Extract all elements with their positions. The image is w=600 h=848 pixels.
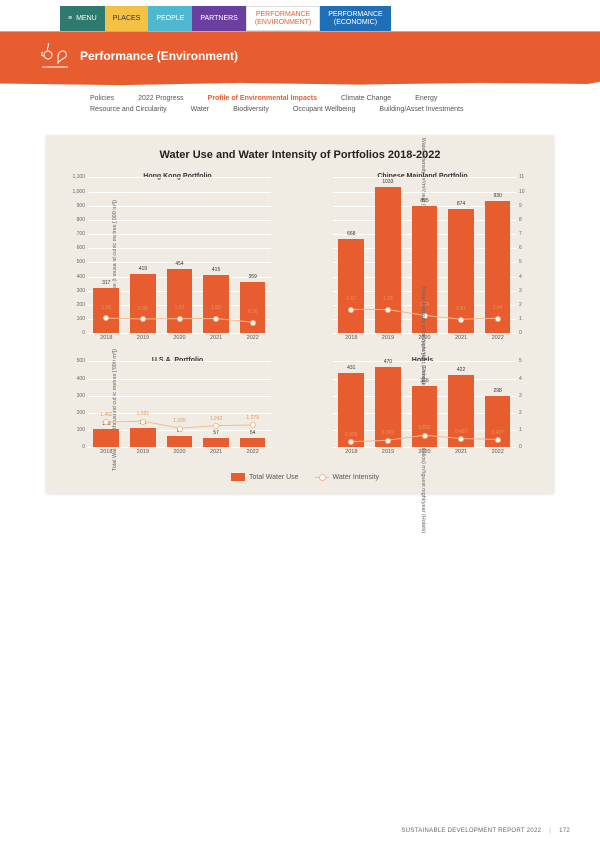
people-tab[interactable]: PEOPLE: [148, 6, 192, 31]
subnav-occupant[interactable]: Occupant Wellbeing: [293, 106, 356, 113]
menu-label: MENU: [76, 15, 97, 22]
sub-nav: Policies 2022 Progress Profile of Enviro…: [0, 87, 600, 121]
page-banner: Performance (Environment): [0, 31, 600, 87]
legend-swatch-bar: [231, 473, 245, 481]
subnav-resource[interactable]: Resource and Circularity: [90, 106, 167, 113]
subnav-2022-progress[interactable]: 2022 Progress: [138, 95, 184, 102]
page-footer: SUSTAINABLE DEVELOPMENT REPORT 2022 | 17…: [402, 828, 571, 834]
perf-env-l1: PERFORMANCE: [256, 11, 310, 18]
chart-card: Water Use and Water Intensity of Portfol…: [46, 135, 554, 493]
subnav-biodiversity[interactable]: Biodiversity: [233, 106, 269, 113]
footer-text: SUSTAINABLE DEVELOPMENT REPORT 2022: [402, 828, 542, 834]
perf-eco-l2: (ECONOMIC): [334, 19, 377, 26]
legend-line-label: Water Intensity: [333, 474, 379, 481]
subnav-policies[interactable]: Policies: [90, 95, 114, 102]
panel-usa: Total Water Use (thousand cubic metres […: [56, 355, 299, 465]
page-title: Performance (Environment): [80, 49, 238, 63]
top-nav: ≡ MENU PLACES PEOPLE PARTNERS PERFORMANCE…: [0, 0, 600, 31]
subnav-climate-change[interactable]: Climate Change: [341, 95, 391, 102]
footer-separator: |: [549, 828, 551, 834]
performance-economic-tab[interactable]: PERFORMANCE(ECONOMIC): [320, 6, 390, 31]
menu-tab[interactable]: ≡ MENU: [60, 6, 105, 31]
places-label: PLACES: [113, 15, 141, 22]
subnav-water[interactable]: Water: [191, 106, 209, 113]
environment-icon: [40, 43, 70, 69]
performance-environment-tab[interactable]: PERFORMANCE(ENVIRONMENT): [246, 6, 320, 31]
plot-hotels: 0123454312018470201935620204222021298202…: [333, 361, 516, 447]
partners-tab[interactable]: PARTNERS: [192, 6, 245, 31]
panel-hk: Total Water Use (thousand cubic metres […: [56, 171, 299, 351]
footer-page: 172: [559, 828, 570, 834]
legend-bar-label: Total Water Use: [249, 474, 299, 481]
chart-title: Water Use and Water Intensity of Portfol…: [56, 149, 544, 161]
chart-legend: Total Water Use Water Intensity: [56, 473, 544, 481]
panel-hotels: Water Intensity m³/m²/year (HK, Chinese …: [301, 355, 544, 465]
plot-usa: 0100200300400500106201811120196420205720…: [88, 361, 271, 447]
subnav-investments[interactable]: Building/Asset Investments: [379, 106, 463, 113]
plot-hk: 01002003004005006007008009001,0001,10031…: [88, 177, 271, 333]
hamburger-icon: ≡: [68, 15, 72, 22]
chart-grid: Total Water Use (thousand cubic metres […: [56, 171, 544, 465]
subnav-energy[interactable]: Energy: [415, 95, 437, 102]
partners-label: PARTNERS: [200, 15, 237, 22]
perf-eco-l1: PERFORMANCE: [328, 11, 382, 18]
subnav-profile-impacts[interactable]: Profile of Environmental Impacts: [208, 95, 317, 102]
places-tab[interactable]: PLACES: [105, 6, 149, 31]
legend-swatch-line: [315, 477, 329, 478]
people-label: PEOPLE: [156, 15, 184, 22]
perf-env-l2: (ENVIRONMENT): [255, 19, 311, 26]
